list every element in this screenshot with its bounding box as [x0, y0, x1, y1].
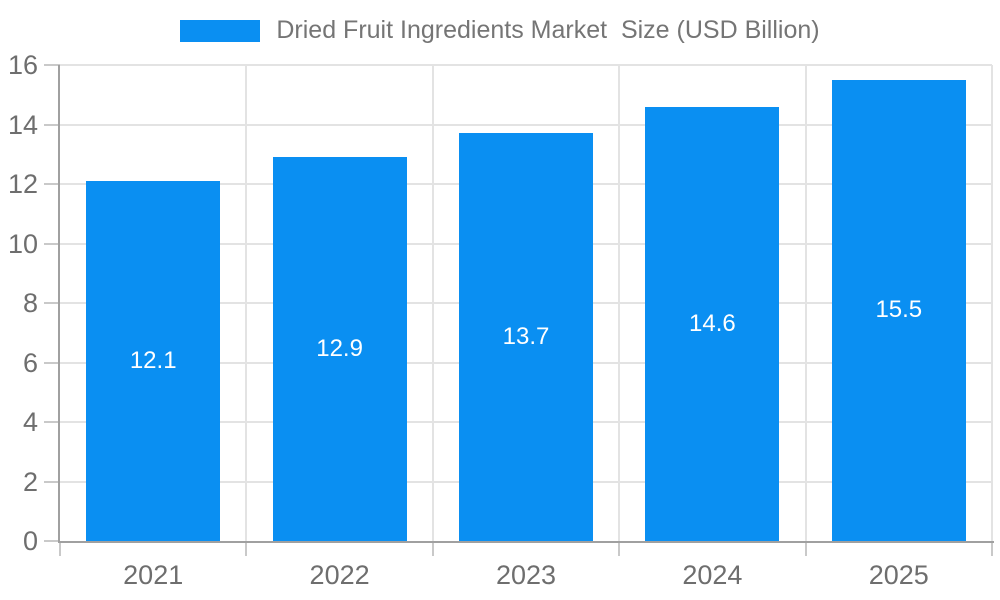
y-axis-tick-label: 16 — [7, 50, 38, 80]
vertical-gridline — [618, 65, 621, 541]
y-axis-tick — [44, 361, 60, 364]
y-axis-tick-label: 14 — [7, 109, 38, 140]
y-axis-tick-label: 6 — [22, 347, 38, 378]
vertical-gridline — [245, 65, 248, 541]
legend-color-swatch — [180, 19, 261, 42]
bar-value-label: 13.7 — [502, 323, 550, 351]
bar-2023[interactable]: 13.7 — [459, 133, 593, 541]
x-axis-tick — [431, 543, 434, 556]
bar-2021[interactable]: 12.1 — [86, 181, 221, 541]
x-axis-tick — [59, 543, 61, 556]
x-axis-tick — [991, 543, 993, 556]
legend-label: Dried Fruit Ingredients Market Size (USD… — [276, 16, 820, 44]
bar-value-label: 12.9 — [316, 335, 363, 363]
y-axis-tick-label: 12 — [7, 169, 38, 199]
bar-2022[interactable]: 12.9 — [272, 157, 407, 541]
y-axis-tick — [44, 540, 60, 542]
y-axis-tick-label: 8 — [22, 288, 38, 318]
x-axis-tick-label: 2022 — [309, 560, 370, 590]
y-axis-tick-label: 2 — [22, 466, 38, 497]
x-axis-tick — [804, 543, 807, 556]
horizontal-gridline — [60, 123, 992, 126]
bar-value-label: 15.5 — [875, 296, 923, 324]
x-axis-tick — [618, 543, 621, 556]
bar-2025[interactable]: 15.5 — [831, 79, 966, 541]
x-axis-tick-label: 2025 — [868, 560, 929, 590]
vertical-gridline — [991, 65, 993, 541]
y-axis-tick — [44, 64, 60, 66]
bar-value-label: 12.1 — [129, 347, 177, 374]
bar-value-label: 14.6 — [689, 309, 736, 337]
y-axis-tick — [44, 480, 60, 483]
y-axis-tick-label: 10 — [7, 228, 38, 259]
x-axis-tick-label: 2021 — [123, 560, 184, 590]
y-axis-tick-label: 4 — [22, 407, 38, 437]
legend[interactable]: Dried Fruit Ingredients Market Size (USD… — [0, 16, 1000, 45]
bar-2024[interactable]: 14.6 — [645, 106, 780, 541]
vertical-gridline — [804, 65, 807, 541]
x-axis-tick — [245, 543, 248, 556]
plot-area: 12.1 12.9 13.7 14.6 15.5 — [60, 64, 993, 541]
horizontal-gridline — [60, 64, 992, 66]
y-axis-tick — [44, 183, 60, 185]
x-axis-line — [58, 541, 994, 543]
y-axis-tick — [44, 421, 60, 423]
x-axis-tick-label: 2024 — [682, 560, 743, 590]
y-axis-tick-label: 0 — [22, 526, 38, 556]
x-axis-tick-label: 2023 — [495, 560, 557, 590]
y-axis-tick — [44, 123, 60, 126]
y-axis-line — [58, 65, 60, 543]
y-axis-tick — [44, 302, 60, 304]
vertical-gridline — [431, 65, 434, 541]
y-axis-tick — [44, 242, 60, 245]
